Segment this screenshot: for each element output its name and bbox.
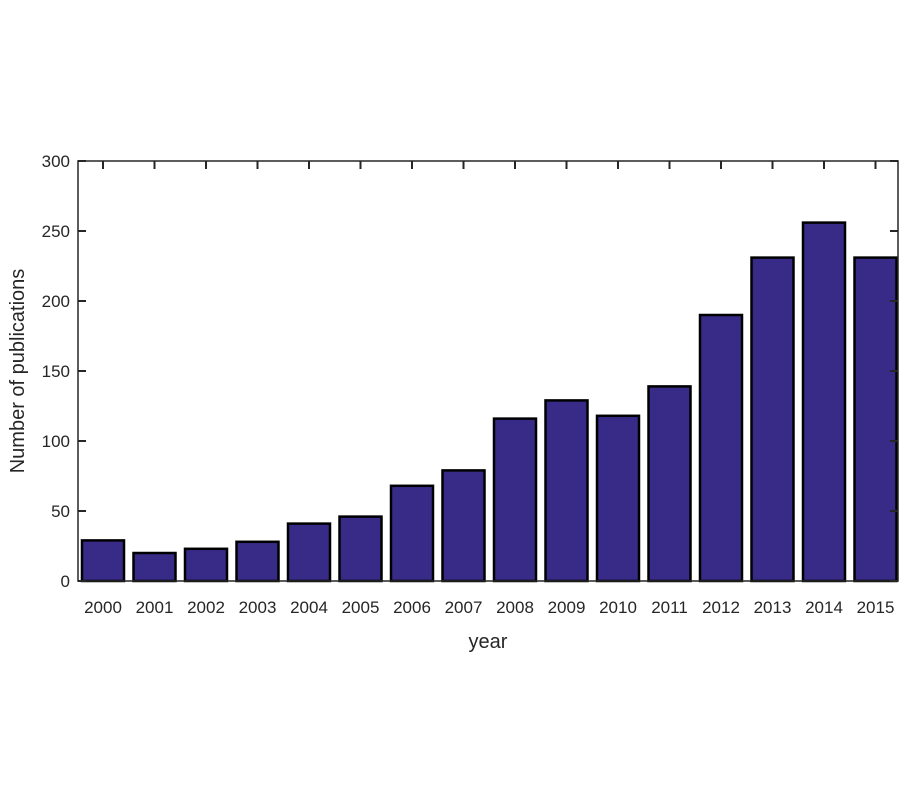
y-tick-label: 150 (42, 362, 70, 381)
y-tick-label: 200 (42, 292, 70, 311)
y-axis-label: Number of publications (7, 269, 29, 474)
x-tick-label: 2015 (857, 598, 895, 617)
x-tick-label: 2013 (754, 598, 792, 617)
x-tick-label: 2011 (651, 598, 688, 617)
bar-2006 (389, 484, 435, 583)
x-tick-label: 2002 (187, 598, 225, 617)
bar-2014 (801, 221, 847, 583)
bar-2009 (544, 399, 589, 583)
bar-2000 (80, 539, 126, 583)
x-axis: 2000 2001 2002 2003 2004 2005 2006 2007 2008 2009… (84, 161, 894, 617)
bar-2002 (183, 547, 229, 583)
bar-2004 (286, 522, 332, 583)
x-tick-label: 2014 (805, 598, 843, 617)
bar-2008 (492, 417, 538, 583)
x-tick-label: 2000 (84, 598, 122, 617)
y-tick-label: 50 (51, 502, 70, 521)
bar-2015 (853, 256, 898, 583)
x-axis-label: year (469, 631, 508, 653)
bars-group (80, 221, 898, 583)
x-tick-label: 2004 (290, 598, 328, 617)
x-tick-label: 2001 (136, 598, 174, 617)
bar-2003 (235, 540, 280, 583)
x-tick-label: 2012 (702, 598, 740, 617)
bar-2007 (441, 469, 486, 583)
x-tick-label: 2007 (445, 598, 483, 617)
y-tick-label: 0 (61, 572, 70, 591)
bar-2011 (647, 385, 692, 583)
bar-2001 (132, 551, 177, 583)
x-tick-label: 2003 (239, 598, 277, 617)
x-tick-label: 2009 (548, 598, 586, 617)
y-tick-label: 250 (42, 222, 70, 241)
y-tick-label: 300 (42, 152, 70, 171)
x-tick-label: 2006 (393, 598, 431, 617)
x-tick-label: 2005 (342, 598, 380, 617)
y-tick-label: 100 (42, 432, 70, 451)
y-axis: 0 50 100 150 200 250 300 (42, 152, 898, 591)
bar-2013 (750, 256, 795, 583)
bar-2005 (338, 515, 383, 583)
bar-2010 (595, 414, 641, 583)
x-tick-label: 2008 (496, 598, 534, 617)
bar-2012 (698, 313, 744, 583)
x-tick-label: 2010 (599, 598, 637, 617)
